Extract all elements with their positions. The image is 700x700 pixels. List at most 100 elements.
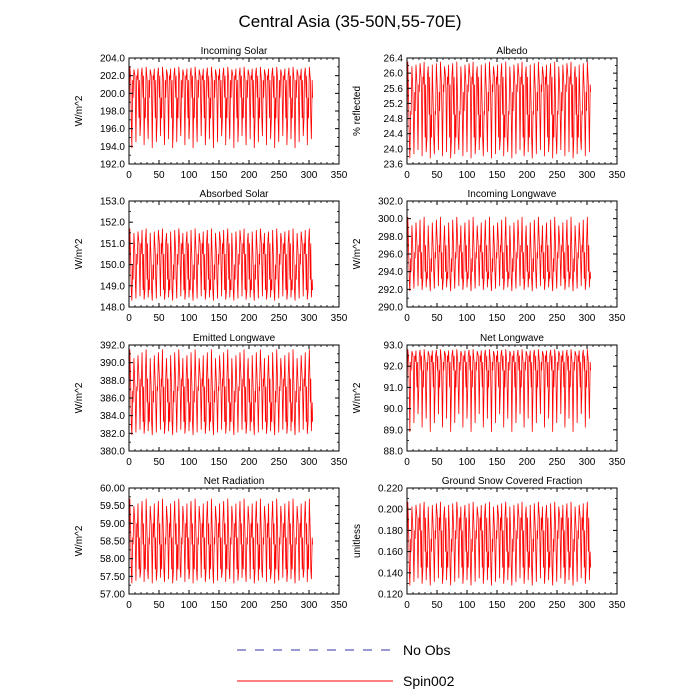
panel-title: Net Radiation [204, 476, 265, 487]
legend-spin002-label: Spin002 [403, 673, 455, 689]
y-tick-label: 58.50 [100, 537, 125, 548]
x-tick-label: 150 [489, 600, 506, 611]
y-tick-label: 93.0 [384, 341, 404, 352]
x-tick-label: 0 [126, 457, 132, 468]
y-tick-label: 200.0 [100, 89, 125, 100]
series-spin002-line [407, 501, 591, 586]
x-tick-label: 150 [489, 313, 506, 324]
x-tick-label: 350 [331, 170, 348, 181]
series-spin002-line [407, 349, 591, 432]
y-tick-label: 0.220 [378, 484, 403, 495]
x-tick-label: 200 [241, 313, 258, 324]
x-tick-label: 100 [459, 313, 476, 324]
x-tick-label: 150 [211, 170, 228, 181]
x-tick-label: 100 [181, 313, 198, 324]
x-tick-label: 150 [489, 170, 506, 181]
y-tick-label: 149.0 [100, 281, 125, 292]
y-tick-label: 24.0 [384, 144, 404, 155]
y-tick-label: 26.4 [384, 54, 404, 65]
y-tick-label: 24.8 [384, 114, 404, 125]
x-tick-label: 50 [153, 600, 165, 611]
x-tick-label: 250 [271, 313, 288, 324]
x-tick-label: 0 [404, 457, 410, 468]
x-tick-label: 350 [331, 600, 348, 611]
x-tick-label: 300 [579, 600, 596, 611]
y-tick-label: 0.140 [378, 568, 403, 579]
panels: Incoming Solar W/m^2 0 50 100 150 200 250 300 350… [74, 46, 626, 611]
y-tick-label: 25.6 [384, 84, 404, 95]
panel-5: Emitted Longwave W/m^2 0 50 100 150 200 250 300 3… [74, 333, 348, 468]
y-tick-label: 292.0 [378, 285, 403, 296]
panel-title: Incoming Solar [201, 46, 268, 57]
y-tick-label: 25.2 [384, 99, 404, 110]
x-tick-label: 0 [404, 313, 410, 324]
y-axis-label: W/m^2 [74, 525, 85, 556]
y-tick-label: 91.0 [384, 383, 404, 394]
x-tick-label: 350 [331, 457, 348, 468]
x-tick-label: 100 [459, 457, 476, 468]
y-tick-label: 0.180 [378, 526, 403, 537]
x-tick-label: 50 [431, 313, 443, 324]
x-tick-label: 300 [579, 170, 596, 181]
y-tick-label: 152.0 [100, 218, 125, 229]
panel-6: Net Longwave W/m^2 0 50 100 150 200 250 300 350 88… [352, 333, 626, 468]
x-tick-label: 200 [241, 457, 258, 468]
x-tick-label: 350 [609, 600, 626, 611]
x-tick-label: 0 [404, 600, 410, 611]
panel-7: Net Radiation W/m^2 0 50 100 150 200 250 300 350 5… [74, 476, 348, 611]
y-axis-label: W/m^2 [74, 95, 85, 126]
panel-8: Ground Snow Covered Fraction unitless 0 50 1… [352, 476, 626, 611]
y-tick-label: 198.0 [100, 107, 125, 118]
y-tick-label: 296.0 [378, 250, 403, 261]
series-spin002-line [129, 349, 313, 436]
x-tick-label: 200 [519, 313, 536, 324]
x-tick-label: 350 [609, 313, 626, 324]
x-tick-label: 150 [489, 457, 506, 468]
x-tick-label: 100 [181, 170, 198, 181]
x-tick-label: 300 [579, 457, 596, 468]
y-tick-label: 392.0 [100, 341, 125, 352]
x-tick-label: 300 [301, 313, 318, 324]
x-tick-label: 50 [153, 170, 165, 181]
y-tick-label: 0.120 [378, 590, 403, 601]
x-tick-label: 200 [519, 170, 536, 181]
x-tick-label: 100 [181, 600, 198, 611]
x-tick-label: 50 [431, 600, 443, 611]
x-tick-label: 150 [211, 600, 228, 611]
y-tick-label: 148.0 [100, 303, 125, 314]
panel-title: Absorbed Solar [200, 189, 270, 200]
y-tick-label: 302.0 [378, 197, 403, 208]
x-tick-label: 50 [153, 457, 165, 468]
panel-title: Incoming Longwave [468, 189, 557, 200]
y-tick-label: 23.6 [384, 160, 404, 171]
y-tick-label: 59.50 [100, 501, 125, 512]
panel-4: Incoming Longwave W/m^2 0 50 100 150 200 250 300… [352, 189, 626, 324]
y-tick-label: 89.0 [384, 425, 404, 436]
series-spin002-line [129, 66, 313, 149]
y-axis-label: % reflected [352, 86, 363, 136]
y-axis-label: W/m^2 [352, 382, 363, 413]
panel-title: Albedo [496, 46, 528, 57]
x-tick-label: 250 [549, 457, 566, 468]
x-tick-label: 250 [549, 170, 566, 181]
x-tick-label: 250 [271, 170, 288, 181]
x-tick-label: 0 [126, 600, 132, 611]
y-axis-label: unitless [352, 524, 363, 558]
y-tick-label: 300.0 [378, 214, 403, 225]
series-spin002-line [129, 228, 313, 301]
x-tick-label: 300 [301, 600, 318, 611]
y-tick-label: 88.0 [384, 447, 404, 458]
x-tick-label: 0 [126, 313, 132, 324]
y-tick-label: 384.0 [100, 411, 125, 422]
figure-title: Central Asia (35-50N,55-70E) [238, 12, 461, 31]
y-tick-label: 153.0 [100, 197, 125, 208]
x-tick-label: 350 [609, 170, 626, 181]
y-tick-label: 151.0 [100, 239, 125, 250]
x-tick-label: 250 [271, 457, 288, 468]
x-tick-label: 300 [579, 313, 596, 324]
y-axis-label: W/m^2 [74, 382, 85, 413]
legend-no-obs-label: No Obs [403, 642, 450, 658]
x-tick-label: 150 [211, 457, 228, 468]
series-spin002-line [407, 216, 591, 292]
y-tick-label: 380.0 [100, 447, 125, 458]
